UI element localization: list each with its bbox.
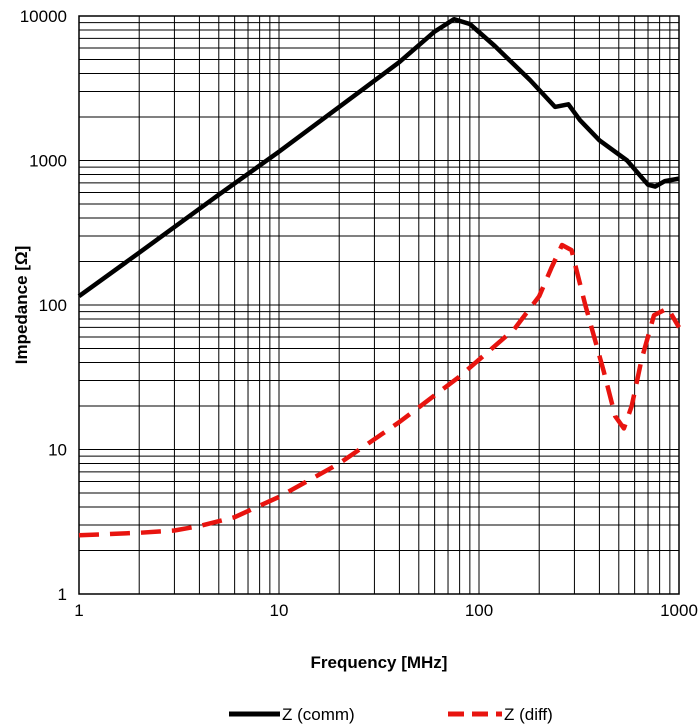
series-line-z-comm — [77, 16, 680, 299]
legend: Z (comm) Z (diff) — [229, 705, 553, 724]
tick-labels: 1 10 100 1000 1 10 100 1000 10000 — [20, 7, 698, 620]
grid-lines — [79, 16, 679, 594]
x-axis-title: Frequency [MHz] — [311, 653, 448, 672]
legend-label-z-diff: Z (diff) — [504, 705, 553, 724]
plot-area-border — [78, 15, 680, 595]
x-tick-label: 1 — [74, 601, 83, 620]
y-tick-label: 10 — [48, 441, 67, 460]
x-tick-label: 1000 — [660, 601, 698, 620]
y-tick-label: 100 — [39, 296, 67, 315]
x-tick-label: 100 — [465, 601, 493, 620]
y-tick-label: 1 — [58, 585, 67, 604]
y-tick-label: 1000 — [29, 152, 67, 171]
series-layer — [77, 16, 681, 538]
series-line-z-diff — [78, 242, 681, 538]
legend-label-z-comm: Z (comm) — [282, 705, 355, 724]
x-tick-label: 10 — [270, 601, 289, 620]
y-tick-label: 10000 — [20, 7, 67, 26]
y-axis-title: Impedance [Ω] — [12, 246, 31, 365]
